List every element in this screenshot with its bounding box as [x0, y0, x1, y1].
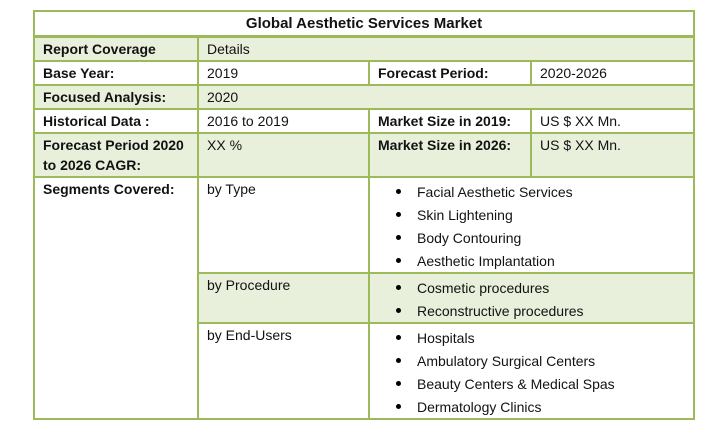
bullet-icon	[396, 335, 401, 340]
table-title: Global Aesthetic Services Market	[32, 10, 696, 38]
market-size-2026-label: Market Size in 2026:	[368, 132, 532, 178]
forecast-period-label: Forecast Period:	[368, 60, 532, 86]
base-year-value: 2019	[197, 60, 370, 86]
segment-item-label: Body Contouring	[417, 229, 522, 246]
segment-group-items-by-end-users: Hospitals Ambulatory Surgical Centers Be…	[367, 322, 696, 420]
segment-item-label: Hospitals	[417, 329, 475, 346]
bullet-icon	[396, 212, 401, 217]
segment-group-label-by-end-users: by End-Users	[197, 322, 370, 420]
segment-item-label: Reconstructive procedures	[417, 302, 584, 319]
bullet-icon	[396, 358, 401, 363]
segment-group-label-by-procedure: by Procedure	[197, 272, 370, 324]
focused-analysis-label: Focused Analysis:	[33, 84, 199, 110]
segment-item-label: Dermatology Clinics	[417, 398, 542, 415]
list-item: Facial Aesthetic Services	[371, 180, 692, 203]
list-item: Aesthetic Implantation	[371, 249, 692, 271]
segment-item-label: Ambulatory Surgical Centers	[417, 352, 596, 369]
cagr-label: Forecast Period 2020 to 2026 CAGR:	[33, 132, 199, 178]
historical-data-label: Historical Data :	[33, 108, 199, 134]
forecast-period-value: 2020-2026	[529, 60, 696, 86]
segment-group-label-by-type: by Type	[197, 176, 370, 274]
report-coverage-label: Report Coverage	[33, 35, 199, 62]
historical-data-value: 2016 to 2019	[197, 108, 370, 134]
bullet-icon	[396, 381, 401, 386]
market-size-2026-value: US $ XX Mn.	[529, 132, 696, 178]
focused-analysis-value: 2020	[196, 84, 696, 110]
list-item: Beauty Centers & Medical Spas	[371, 372, 692, 395]
market-summary-table: Global Aesthetic Services Market Report …	[32, 10, 696, 420]
base-year-label: Base Year:	[33, 60, 199, 86]
bullet-icon	[396, 235, 401, 240]
segments-covered-label: Segments Covered:	[33, 176, 199, 420]
segment-item-label: Facial Aesthetic Services	[417, 183, 573, 200]
list-item: Cosmetic procedures	[371, 276, 692, 299]
bullet-icon	[396, 258, 401, 263]
list-item: Body Contouring	[371, 226, 692, 249]
segment-item-label: Beauty Centers & Medical Spas	[417, 375, 615, 392]
list-item: Skin Lightening	[371, 203, 692, 226]
bullet-icon	[396, 285, 401, 290]
bullet-icon	[396, 308, 401, 313]
list-item: Ambulatory Surgical Centers	[371, 349, 692, 372]
bullet-icon	[396, 404, 401, 409]
bullet-icon	[396, 189, 401, 194]
cagr-value: XX %	[197, 132, 370, 178]
market-size-2019-label: Market Size in 2019:	[368, 108, 532, 134]
list-item: Reconstructive procedures	[371, 299, 692, 321]
report-coverage-value: Details	[196, 35, 696, 62]
segment-item-label: Aesthetic Implantation	[417, 252, 555, 269]
segment-group-items-by-procedure: Cosmetic procedures Reconstructive proce…	[367, 272, 696, 324]
list-item: Dermatology Clinics	[371, 395, 692, 417]
segment-item-label: Skin Lightening	[417, 206, 513, 223]
segment-group-items-by-type: Facial Aesthetic Services Skin Lightenin…	[367, 176, 696, 274]
segment-item-label: Cosmetic procedures	[417, 279, 550, 296]
market-size-2019-value: US $ XX Mn.	[529, 108, 696, 134]
list-item: Hospitals	[371, 326, 692, 349]
